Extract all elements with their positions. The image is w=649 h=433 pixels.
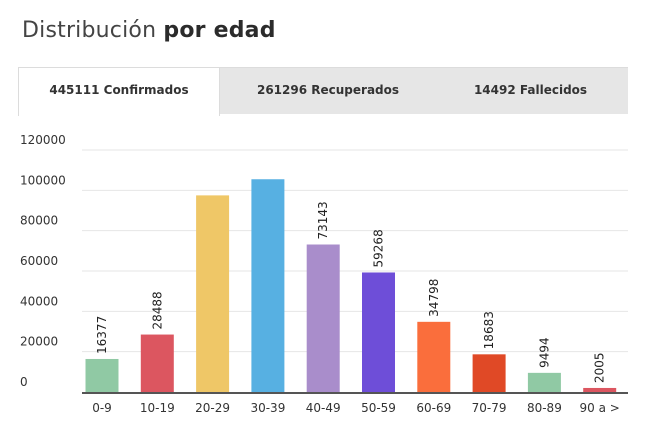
x-tick-label: 90 a > <box>580 401 620 415</box>
data-label: 9494 <box>537 337 551 368</box>
bar-50-59[interactable] <box>362 272 395 392</box>
y-tick-label: 20000 <box>20 335 58 349</box>
data-label: 28488 <box>150 291 164 329</box>
x-tick-label: 30-39 <box>250 401 285 415</box>
data-label: 16377 <box>95 316 109 354</box>
bar-0-9[interactable] <box>85 358 119 392</box>
y-tick-label: 120000 <box>20 133 66 147</box>
x-tick-label: 60-69 <box>416 401 451 415</box>
x-tick-label: 10-19 <box>140 401 175 415</box>
data-label: 34798 <box>427 279 441 317</box>
data-label: 18683 <box>482 311 496 349</box>
tab-bar: 445111 Confirmados 261296 Recuperados 14… <box>18 67 628 116</box>
bar-90 a >[interactable] <box>583 387 617 392</box>
data-label: 2005 <box>593 352 607 383</box>
y-tick-label: 100000 <box>20 173 66 187</box>
chart-title: Distribución por edad <box>22 18 276 43</box>
y-tick-label: 40000 <box>20 294 58 308</box>
bar-40-49[interactable] <box>306 244 340 392</box>
tab-recuperados[interactable]: 261296 Recuperados <box>256 83 400 97</box>
bar-20-29[interactable] <box>196 195 230 392</box>
bar-80-89[interactable] <box>527 372 561 392</box>
tab-fallecidos[interactable]: 14492 Fallecidos <box>473 83 588 97</box>
chart-title-light: Distribución <box>22 18 157 43</box>
x-tick-label: 40-49 <box>306 401 341 415</box>
data-label: 59268 <box>372 229 386 267</box>
y-tick-label: 0 <box>20 375 28 389</box>
x-tick-label: 50-59 <box>361 401 396 415</box>
bar-70-79[interactable] <box>472 354 506 392</box>
bar-60-69[interactable] <box>417 321 451 392</box>
y-tick-label: 60000 <box>20 254 58 268</box>
x-tick-label: 80-89 <box>527 401 562 415</box>
chart-title-bold: por edad <box>163 18 276 43</box>
bar-30-39[interactable] <box>251 179 285 392</box>
x-tick-label: 0-9 <box>92 401 112 415</box>
x-tick-label: 20-29 <box>195 401 230 415</box>
tab-confirmados[interactable]: 445111 Confirmados <box>18 67 220 116</box>
data-label: 73143 <box>316 201 330 239</box>
y-tick-label: 80000 <box>20 214 58 228</box>
bar-10-19[interactable] <box>140 334 174 392</box>
x-tick-label: 70-79 <box>472 401 507 415</box>
